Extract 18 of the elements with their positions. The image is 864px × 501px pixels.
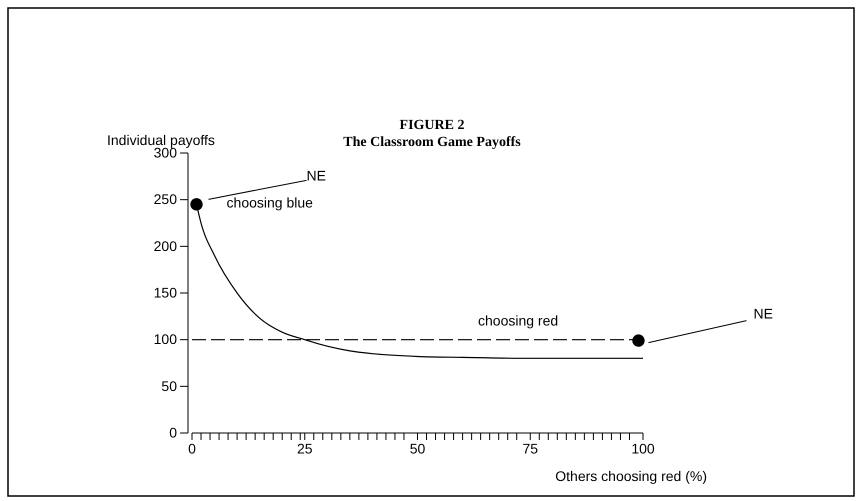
chart-title: FIGURE 2 (400, 118, 464, 133)
y-tick-label: 200 (154, 238, 178, 254)
text: NE (753, 306, 773, 322)
series-label: choosing red (478, 312, 558, 329)
x-tick-label: 50 (410, 440, 426, 457)
y-tick-label: 0 (169, 424, 178, 440)
y-tick-label: 150 (154, 284, 178, 300)
y-tick-label: 250 (154, 191, 178, 208)
series-label: choosing blue (226, 194, 314, 211)
chart-subtitle: The Classroom Game Payoffs (343, 135, 522, 150)
x-axis-title: Others choosing red (%) (555, 468, 707, 484)
x-tick-label: 25 (296, 440, 313, 457)
x-tick-label: 100 (631, 440, 655, 457)
x-tick-label: 0 (188, 440, 196, 457)
y-tick-label: 100 (154, 331, 178, 348)
y-tick-label: 50 (161, 378, 178, 394)
x-tick-label: 75 (522, 440, 538, 457)
annotation: NE (306, 167, 326, 184)
